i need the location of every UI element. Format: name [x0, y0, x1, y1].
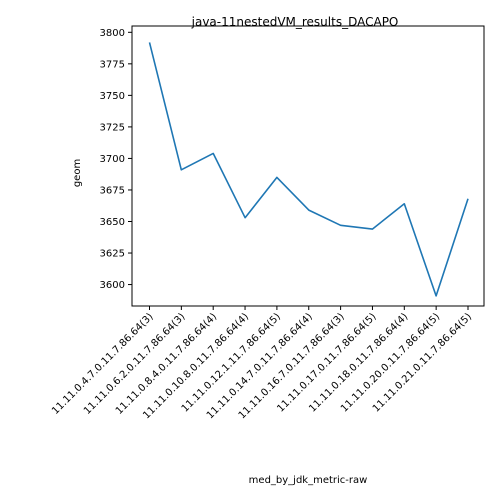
plot-frame — [131, 25, 485, 307]
x-axis: 11.11.0.4.7.0.11.7.86.64(3)11.11.0.6.2.0… — [50, 306, 474, 421]
y-tick-label: 3600 — [100, 280, 125, 291]
y-tick-label: 3800 — [100, 28, 125, 39]
y-tick-label: 3675 — [100, 185, 125, 196]
y-tick-label: 3700 — [100, 154, 125, 165]
chart-title: java-11nestedVM_results_DACAPO — [191, 15, 399, 29]
y-tick-label: 3650 — [100, 217, 125, 228]
x-axis-label: med_by_jdk_metric-raw — [249, 475, 368, 486]
y-tick-label: 3750 — [100, 91, 125, 102]
y-axis: 3600 3625 3650 3675 3700 3725 3750 3775 3800 — [100, 28, 132, 291]
y-tick-label: 3625 — [100, 249, 125, 260]
y-axis-label: geom — [72, 159, 83, 187]
series-line — [148, 42, 469, 297]
y-tick-label: 3725 — [100, 122, 125, 133]
y-tick-label: 3775 — [100, 59, 125, 70]
